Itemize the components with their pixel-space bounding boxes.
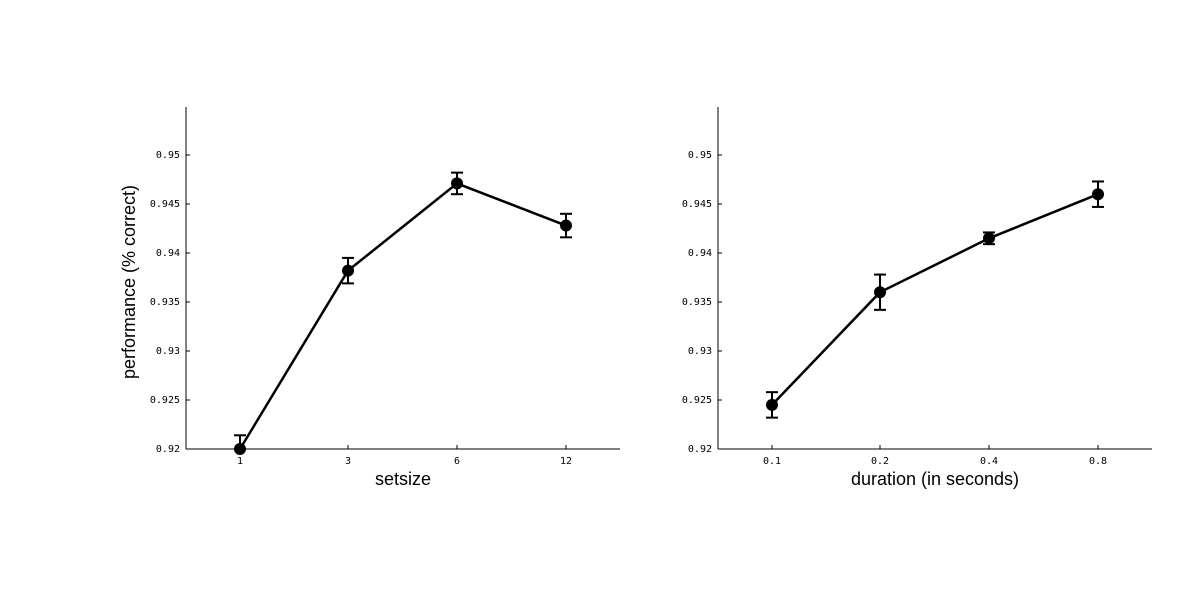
y-tick-label: 0.95 [688,150,712,161]
x-tick-label: 0.1 [763,456,781,467]
x-tick-label: 0.4 [980,456,998,467]
y-tick-label: 0.94 [156,248,180,259]
series-line [771,193,1099,406]
y-tick-label: 0.945 [682,199,712,210]
y-tick-label: 0.925 [682,395,712,406]
y-tick-label: 0.95 [156,150,180,161]
x-axis-label: setsize [375,469,431,489]
setsize-chart: 0.92 0.925 0.93 0.935 0.94 0.945 0.95 1 3 6 12 sets… [119,107,620,489]
x-tick-label: 1 [237,456,243,467]
y-tick-label: 0.93 [688,346,712,357]
y-tick-label: 0.935 [682,297,712,308]
x-axis-label: duration (in seconds) [851,469,1019,489]
data-point [1092,188,1104,201]
y-tick-label: 0.925 [150,395,180,406]
data-point [234,443,246,455]
data-point [560,219,572,232]
x-tick-label: 6 [454,456,460,467]
x-tick-label: 0.8 [1089,456,1107,467]
y-tick-label: 0.945 [150,199,180,210]
data-point [451,177,463,190]
y-tick-label: 0.92 [688,444,712,455]
series-line [238,181,567,450]
y-tick-label: 0.93 [156,346,180,357]
x-tick-label: 12 [560,456,572,467]
data-point [983,232,995,245]
y-tick-label: 0.94 [688,248,712,259]
y-tick-label: 0.935 [150,297,180,308]
duration-chart: 0.92 0.925 0.93 0.935 0.94 0.945 0.95 0.1 0.2 0.4… [682,107,1152,489]
x-tick-label: 0.2 [871,456,889,467]
y-tick-label: 0.92 [156,444,180,455]
y-axis-label: performance (% correct) [119,185,139,379]
data-point [874,286,886,299]
data-point [342,264,354,277]
x-tick-label: 3 [345,456,351,467]
data-point [766,398,778,411]
